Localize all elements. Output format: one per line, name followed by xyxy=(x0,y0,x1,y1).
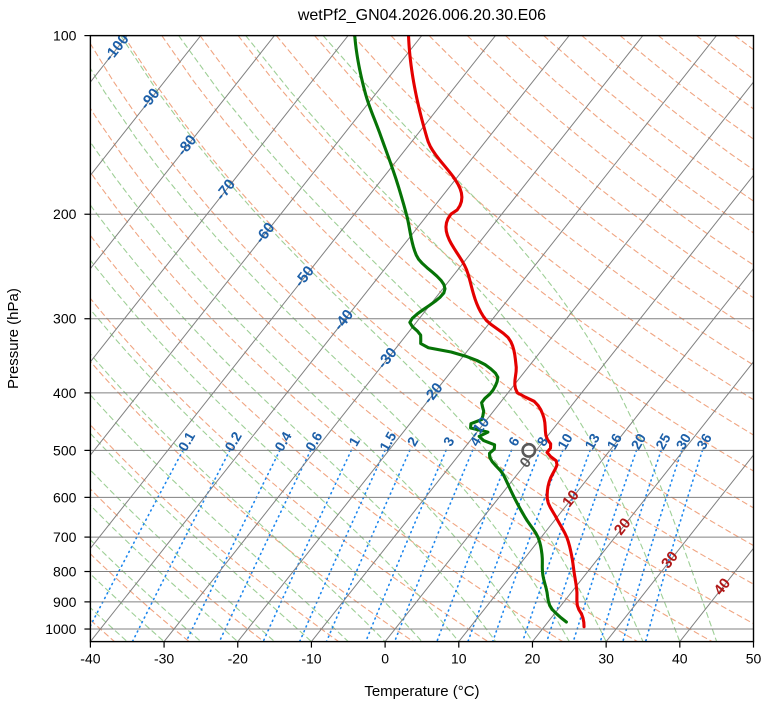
svg-text:200: 200 xyxy=(53,206,77,222)
svg-text:100: 100 xyxy=(53,28,77,44)
svg-text:-20: -20 xyxy=(228,651,248,667)
svg-text:40: 40 xyxy=(672,651,688,667)
svg-text:50: 50 xyxy=(746,651,762,667)
svg-text:-30: -30 xyxy=(154,651,174,667)
svg-text:700: 700 xyxy=(53,529,77,545)
svg-text:Temperature (°C): Temperature (°C) xyxy=(364,683,479,700)
svg-text:30: 30 xyxy=(598,651,614,667)
svg-text:-40: -40 xyxy=(80,651,100,667)
svg-text:400: 400 xyxy=(53,385,77,401)
svg-text:900: 900 xyxy=(53,594,77,610)
svg-text:500: 500 xyxy=(53,442,77,458)
svg-text:10: 10 xyxy=(451,651,467,667)
svg-text:Pressure (hPa): Pressure (hPa) xyxy=(5,288,22,389)
svg-text:800: 800 xyxy=(53,564,77,580)
svg-text:20: 20 xyxy=(525,651,541,667)
svg-text:0: 0 xyxy=(381,651,389,667)
svg-text:1000: 1000 xyxy=(45,621,76,637)
svg-text:300: 300 xyxy=(53,311,77,327)
svg-text:wetPf2_GN04.2026.006.20.30.E06: wetPf2_GN04.2026.006.20.30.E06 xyxy=(297,7,546,24)
svg-text:600: 600 xyxy=(53,489,77,505)
svg-text:-10: -10 xyxy=(301,651,321,667)
